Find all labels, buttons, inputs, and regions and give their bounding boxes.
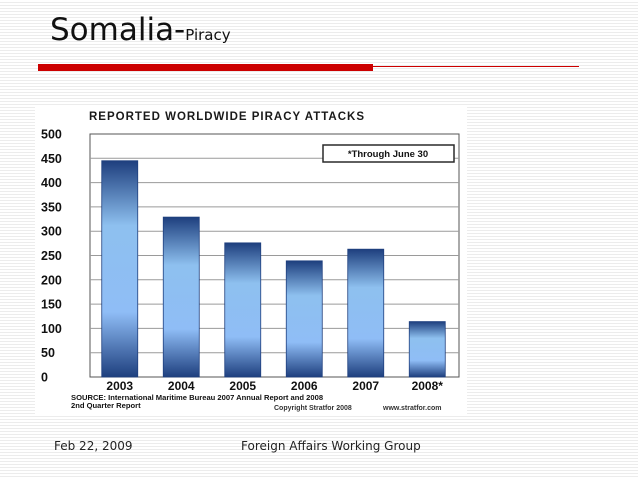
y-tick-label: 150 [41, 298, 62, 312]
x-axis-ticks: 2003 2004 2005 2006 2007 2008* [106, 379, 443, 393]
website-text: www.stratfor.com [382, 405, 441, 412]
y-tick-label: 100 [41, 322, 62, 336]
bars [101, 160, 446, 378]
y-tick-label: 350 [41, 200, 62, 214]
chart-panel: REPORTED WORLDWIDE PIRACY ATTACKS 0 50 100… [35, 107, 467, 415]
y-tick-label: 250 [41, 249, 62, 263]
bar-2005 [224, 242, 262, 378]
source-line-1: SOURCE: International Maritime Bureau 20… [71, 393, 323, 402]
y-tick-label: 450 [41, 152, 62, 166]
footer-date: Feb 22, 2009 [54, 439, 133, 453]
y-tick-label: 300 [41, 225, 62, 239]
chart-title: REPORTED WORLDWIDE PIRACY ATTACKS [89, 111, 365, 123]
y-tick-label: 50 [41, 346, 55, 360]
copyright-text: Copyright Stratfor 2008 [274, 405, 352, 412]
footer-organization: Foreign Affairs Working Group [241, 439, 421, 453]
y-tick-label: 500 [41, 128, 62, 142]
x-tick-label: 2005 [229, 379, 256, 393]
slide-title-main: Somalia- [50, 12, 186, 48]
note-text: *Through June 30 [348, 149, 428, 160]
title-underline-thin [373, 66, 579, 67]
source-line-2: 2nd Quarter Report [71, 401, 141, 410]
slide-title-sub: Piracy [185, 26, 231, 44]
y-tick-label: 400 [41, 176, 62, 190]
y-tick-label: 200 [41, 273, 62, 287]
bar-2003 [101, 160, 139, 378]
x-tick-label: 2004 [168, 379, 195, 393]
bar-2007 [347, 248, 385, 378]
note-box [322, 144, 455, 163]
bar-2008 [408, 321, 446, 378]
title-underline-thick [38, 64, 373, 71]
x-tick-label: 2006 [291, 379, 318, 393]
y-axis-ticks: 0 50 100 150 200 250 300 350 400 450 500 [41, 128, 62, 385]
bar-2004 [162, 216, 200, 378]
y-tick-label: 0 [41, 371, 48, 385]
x-tick-label: 2008* [412, 379, 444, 393]
piracy-bar-chart: REPORTED WORLDWIDE PIRACY ATTACKS 0 50 100… [41, 111, 460, 412]
bar-2006 [285, 260, 323, 378]
slide-title: Somalia-Piracy [50, 12, 231, 48]
x-tick-label: 2007 [352, 379, 379, 393]
x-tick-label: 2003 [106, 379, 133, 393]
